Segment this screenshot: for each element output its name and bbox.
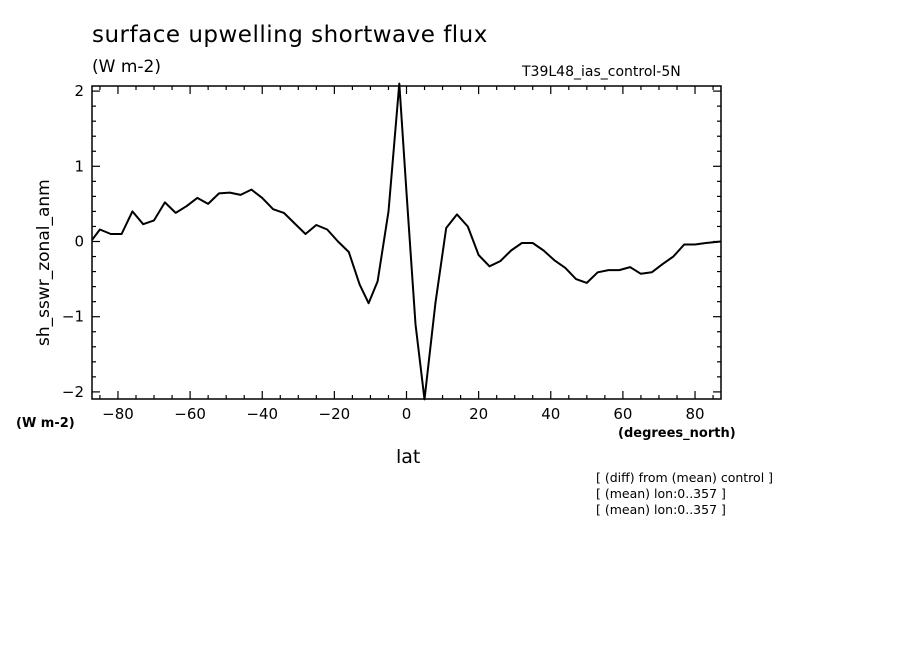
processing-notes: [ (diff) from (mean) control ] [ (mean) …: [596, 470, 773, 518]
axis-tick-labels: −80 −60 −40 −20 0 20 40 60 80 −2 −1 0 1 2: [62, 82, 705, 423]
y-tick-label: −1: [62, 308, 84, 326]
series-line: [91, 82, 722, 401]
note-line: [ (mean) lon:0..357 ]: [596, 486, 726, 501]
x-tick-label: −80: [102, 405, 134, 423]
y-tick-label: −2: [62, 383, 84, 401]
x-tick-label: −20: [319, 405, 351, 423]
x-tick-label: 40: [541, 405, 560, 423]
x-tick-label: −60: [174, 405, 206, 423]
x-tick-label: 80: [685, 405, 704, 423]
x-axis-units: (degrees_north): [618, 426, 736, 441]
chart-units: (W m-2): [92, 57, 161, 77]
x-tick-label: −40: [246, 405, 278, 423]
plot-frame: [91, 85, 722, 400]
run-name: T39L48_ias_control-5N: [522, 64, 681, 80]
y-tick-label: 2: [74, 82, 84, 100]
x-axis-label: lat: [396, 446, 421, 468]
y-tick-label: 1: [74, 157, 84, 175]
x-tick-label: 20: [469, 405, 488, 423]
x-tick-label: 0: [402, 405, 412, 423]
y-tick-label: 0: [74, 233, 84, 251]
axis-ticks: [92, 86, 721, 399]
x-tick-label: 60: [613, 405, 632, 423]
chart-title: surface upwelling shortwave flux: [92, 22, 488, 48]
note-line: [ (diff) from (mean) control ]: [596, 470, 774, 485]
note-line: [ (mean) lon:0..357 ]: [596, 502, 726, 517]
y-axis-units: (W m-2): [16, 416, 75, 431]
